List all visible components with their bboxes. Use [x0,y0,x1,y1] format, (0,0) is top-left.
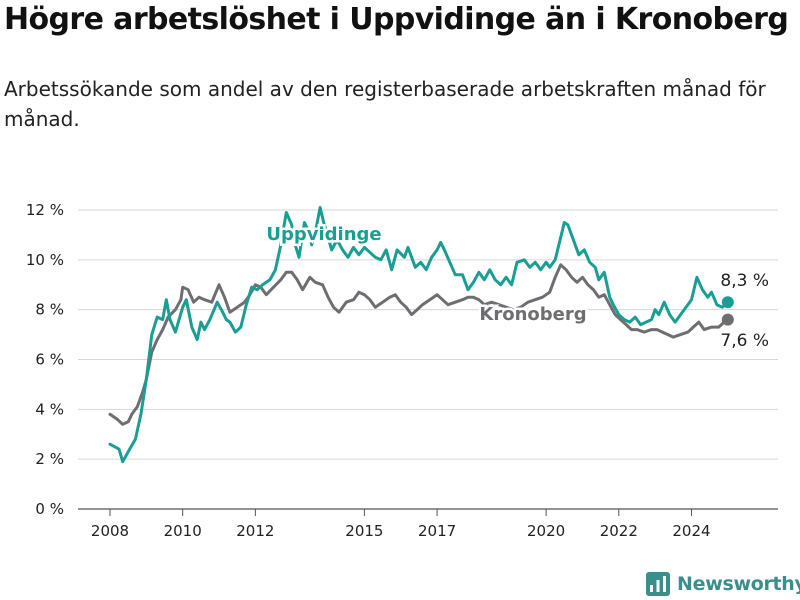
series-line-uppvidinge [108,206,730,464]
x-tick-label: 2017 [418,522,456,540]
y-tick-label: 8 % [35,301,64,319]
x-tick-label: 2024 [672,522,710,540]
brand-name: Newsworthy [677,573,800,595]
series-line-kronoberg [108,263,730,426]
end-point-uppvidinge [721,296,734,309]
end-point-kronoberg [721,313,734,326]
series-label-uppvidinge: Uppvidinge [266,224,381,245]
series-lines [108,206,734,464]
end-value-uppvidinge: 8,3 % [720,271,769,291]
series-label-kronoberg: Kronoberg [479,304,586,325]
series-labels: Uppvidinge Kronoberg 8,3 % 7,6 % [264,222,771,354]
y-tick-label: 10 % [26,251,64,269]
x-tick-label: 2022 [600,522,638,540]
y-tick-label: 12 % [26,201,64,219]
x-tick-label: 2012 [236,522,274,540]
y-tick-label: 2 % [35,450,64,468]
x-tick-label: 2010 [164,522,202,540]
x-tick-label: 2015 [345,522,383,540]
chart-title: Högre arbetslöshet i Uppvidinge än i Kro… [4,2,789,37]
brand-logo: Newsworthy [646,570,800,598]
end-value-kronoberg: 7,6 % [720,331,769,351]
x-tick-label: 2008 [91,522,129,540]
x-tick-label: 2020 [527,522,565,540]
y-tick-label: 4 % [35,400,64,418]
x-axis-ticks: 2008 2010 2012 2015 2017 2020 2022 2024 [91,509,711,540]
y-axis-ticks: 0 % 2 % 4 % 6 % 8 % 10 % 12 % [26,201,64,518]
chart-subtitle: Arbetssökande som andel av den registerb… [4,77,766,131]
bar-chart-logo-icon [646,572,670,596]
y-tick-label: 6 % [35,351,64,369]
y-tick-label: 0 % [35,500,64,518]
grid-lines [78,209,778,510]
